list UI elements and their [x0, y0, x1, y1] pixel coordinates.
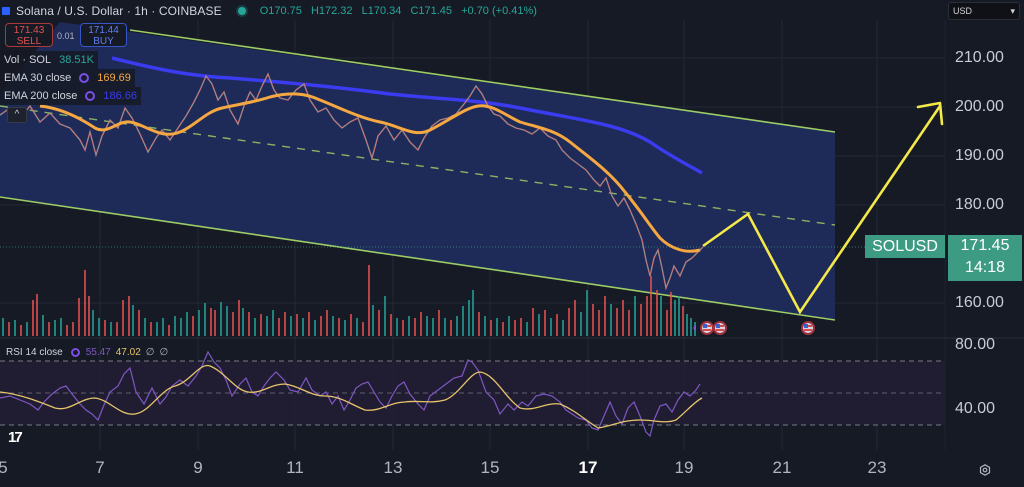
economic-event-flags[interactable] [693, 321, 815, 335]
bar-countdown: 14:18 [964, 259, 1006, 276]
channel-upper-line[interactable] [129, 29, 836, 133]
ohlc-values: O170.75 H172.32 L170.34 C171.45 +0.70 (+… [260, 5, 543, 17]
volume-label: Vol · SOL [4, 54, 52, 66]
ema30-label: EMA 30 close [4, 72, 72, 84]
date-tick-month-start: 17 [578, 458, 598, 477]
ema30-line[interactable] [39, 92, 701, 253]
collapse-legend-button[interactable]: ^ [7, 107, 27, 123]
sell-button[interactable]: 171.43 SELL [5, 23, 53, 47]
price-tick: 190.00 [955, 147, 1004, 164]
price-tick: 200.00 [955, 98, 1004, 115]
symbol-title[interactable]: Solana / U.S. Dollar · 1h · COINBASE [16, 4, 222, 18]
date-tick: 13 [383, 458, 403, 477]
spread-value: 0.01 [57, 31, 75, 41]
buy-label: BUY [93, 36, 114, 47]
rsi-ma-line[interactable] [0, 364, 703, 429]
buy-button[interactable]: 171.44 BUY [80, 23, 127, 47]
rsi-legend[interactable]: RSI 14 close 55.47 47.02 ∅ ∅ [0, 345, 168, 359]
symbol-price-label: SOLUSD [865, 235, 945, 258]
date-tick: 9 [193, 458, 203, 477]
currency-select[interactable]: USD ▾ [948, 2, 1020, 20]
tradingview-logo[interactable]: 17 [8, 429, 23, 446]
current-price: 171.45 [960, 237, 1010, 254]
high-value: H172.32 [310, 5, 353, 17]
buy-price: 171.44 [88, 25, 119, 36]
rsi-na-value: ∅ [145, 346, 155, 358]
rsi-value: 55.47 [85, 346, 111, 358]
price-tick: 180.00 [955, 196, 1004, 213]
chevron-down-icon: ▾ [1010, 5, 1015, 16]
sell-label: SELL [16, 36, 42, 47]
date-tick: 5 [0, 458, 8, 477]
date-tick: 21 [772, 458, 792, 477]
dividend-marker-icon [693, 324, 696, 332]
rsi-tick: 40.00 [955, 400, 996, 417]
ema30-value: 169.69 [97, 72, 131, 84]
current-price-label: 171.45 14:18 [948, 235, 1022, 281]
parallel-channel-fill [0, 22, 835, 320]
currency-value: USD [953, 6, 973, 16]
price-tick: 160.00 [955, 294, 1004, 311]
rsi-label: RSI 14 close [6, 346, 63, 358]
indicator-source-icon[interactable] [85, 91, 96, 101]
rsi-tick: 80.00 [955, 336, 996, 353]
indicator-source-icon[interactable] [79, 73, 90, 83]
settings-gear-icon[interactable] [979, 464, 991, 476]
volume-value: 38.51K [59, 54, 94, 66]
legend-ema30[interactable]: EMA 30 close 169.69 [0, 69, 135, 87]
projection-arrowhead-icon [916, 101, 944, 126]
low-value: L170.34 [361, 5, 402, 17]
rsi-ma-value: 47.02 [115, 346, 141, 358]
rsi-line[interactable] [0, 350, 701, 438]
change-value: +0.70 (+0.41%) [461, 5, 537, 17]
ema200-value: 186.66 [103, 90, 138, 102]
rsi-na-value: ∅ [159, 346, 169, 358]
symbol-header: Solana / U.S. Dollar · 1h · COINBASE O17… [0, 0, 930, 22]
date-tick: 7 [95, 458, 105, 477]
ema200-line[interactable] [111, 56, 703, 175]
projection-path[interactable] [702, 105, 942, 315]
legend-volume[interactable]: Vol · SOL 38.51K [0, 51, 98, 69]
volume-bars [2, 265, 696, 336]
open-value: O170.75 [259, 5, 302, 17]
date-tick: 23 [867, 458, 887, 477]
date-tick: 19 [674, 458, 694, 477]
date-tick: 15 [480, 458, 500, 477]
close-value: C171.45 [410, 5, 453, 17]
ema200-label: EMA 200 close [4, 90, 78, 102]
date-tick: 11 [286, 458, 304, 477]
legend-ema200[interactable]: EMA 200 close 186.66 [0, 87, 142, 105]
market-open-status-icon [237, 7, 246, 15]
chevron-up-icon: ^ [14, 109, 20, 120]
indicator-source-icon[interactable] [70, 347, 80, 357]
channel-lower-line[interactable] [0, 196, 836, 321]
sell-price: 171.43 [13, 25, 45, 36]
symbol-menu-icon[interactable] [2, 7, 10, 15]
price-tick: 210.00 [955, 49, 1004, 66]
